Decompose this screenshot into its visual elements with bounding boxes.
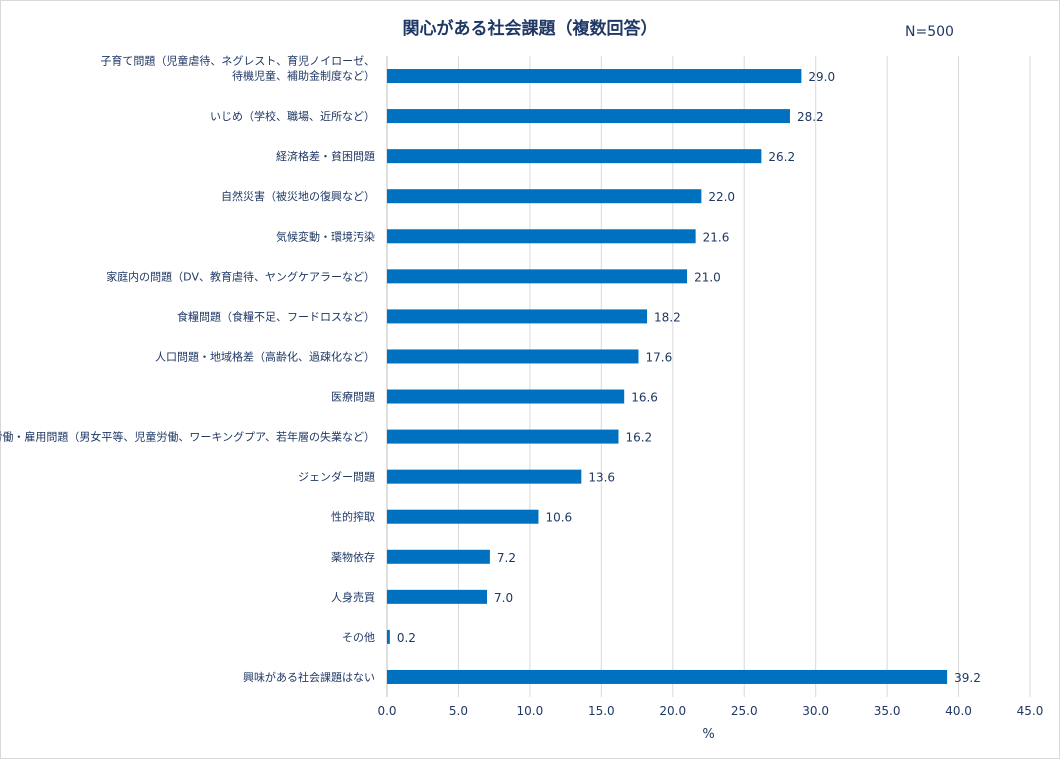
value-label: 7.2 [497,551,516,565]
value-label: 13.6 [588,471,615,485]
x-tick-label: 10.0 [517,704,544,718]
bars [387,69,948,684]
sample-size-label: N=500 [905,24,954,40]
x-tick-label: 0.0 [377,704,396,718]
category-label: ジェンダー問題 [298,470,375,484]
value-label: 26.2 [768,150,795,164]
labels: 0.0 5.0 10.0 15.0 20.0 25.0 30.0 35.0 40.0 45.0 29… [0,54,1043,742]
value-label: 16.6 [631,391,658,405]
value-label: 16.2 [625,431,652,445]
value-label: 17.6 [645,350,672,364]
category-label: 自然災害（被災地の復興など） [221,189,375,203]
x-tick-label: 30.0 [802,704,829,718]
category-label: 労働・雇用問題（男女平等、児童労働、ワーキングプア、若年層の失業など） [0,430,375,444]
bar [387,389,625,404]
category-label: 性的搾取 [331,510,375,524]
value-label: 18.2 [654,310,681,324]
category-label: 興味がある社会課題はない [243,670,375,684]
category-label: 気候変動・環境汚染 [276,229,375,243]
value-label: 0.2 [397,631,416,645]
category-label: その他 [342,631,375,644]
x-tick-label: 45.0 [1017,704,1044,718]
bar [387,589,488,604]
category-label: 待機児童、補助金制度など） [232,69,375,83]
bar [387,109,790,124]
category-label: 子育て問題（児童虐待、ネグレスト、育児ノイローゼ、 [100,54,375,68]
bar [387,429,619,444]
category-label: 薬物依存 [331,550,375,564]
value-label: 28.2 [797,110,824,124]
bar [387,309,648,324]
category-label: 家庭内の問題（DV、教育虐待、ヤングケアラーなど） [106,269,375,283]
category-label: 食糧問題（食糧不足、フードロスなど） [177,309,375,323]
category-label: 医療問題 [331,390,375,404]
value-label: 7.0 [494,591,513,605]
category-label: いじめ（学校、職場、近所など） [210,109,375,123]
bar [387,549,490,564]
bar [387,149,762,164]
value-label: 29.0 [808,70,835,84]
bar [387,469,582,484]
value-label: 22.0 [708,190,735,204]
x-tick-label: 35.0 [874,704,901,718]
bar [387,269,688,284]
x-axis-title: % [702,727,714,742]
bar [387,509,539,524]
value-label: 39.2 [954,671,981,685]
category-label: 人身売買 [331,590,375,604]
x-tick-label: 5.0 [449,704,468,718]
category-label: 人口問題・地域格差（高齢化、過疎化など） [155,349,375,363]
bar [387,629,390,644]
value-label: 21.6 [703,230,730,244]
value-label: 21.0 [694,270,721,284]
x-tick-label: 20.0 [659,704,686,718]
category-label: 経済格差・貧困問題 [276,149,375,163]
x-tick-label: 15.0 [588,704,615,718]
bar [387,69,802,84]
x-tick-label: 25.0 [731,704,758,718]
chart-title: 関心がある社会課題（複数回答） [402,19,658,39]
bar [387,349,639,364]
value-label: 10.6 [545,511,572,525]
x-tick-label: 40.0 [945,704,972,718]
bar [387,669,948,684]
bar [387,189,702,204]
bar [387,229,696,244]
